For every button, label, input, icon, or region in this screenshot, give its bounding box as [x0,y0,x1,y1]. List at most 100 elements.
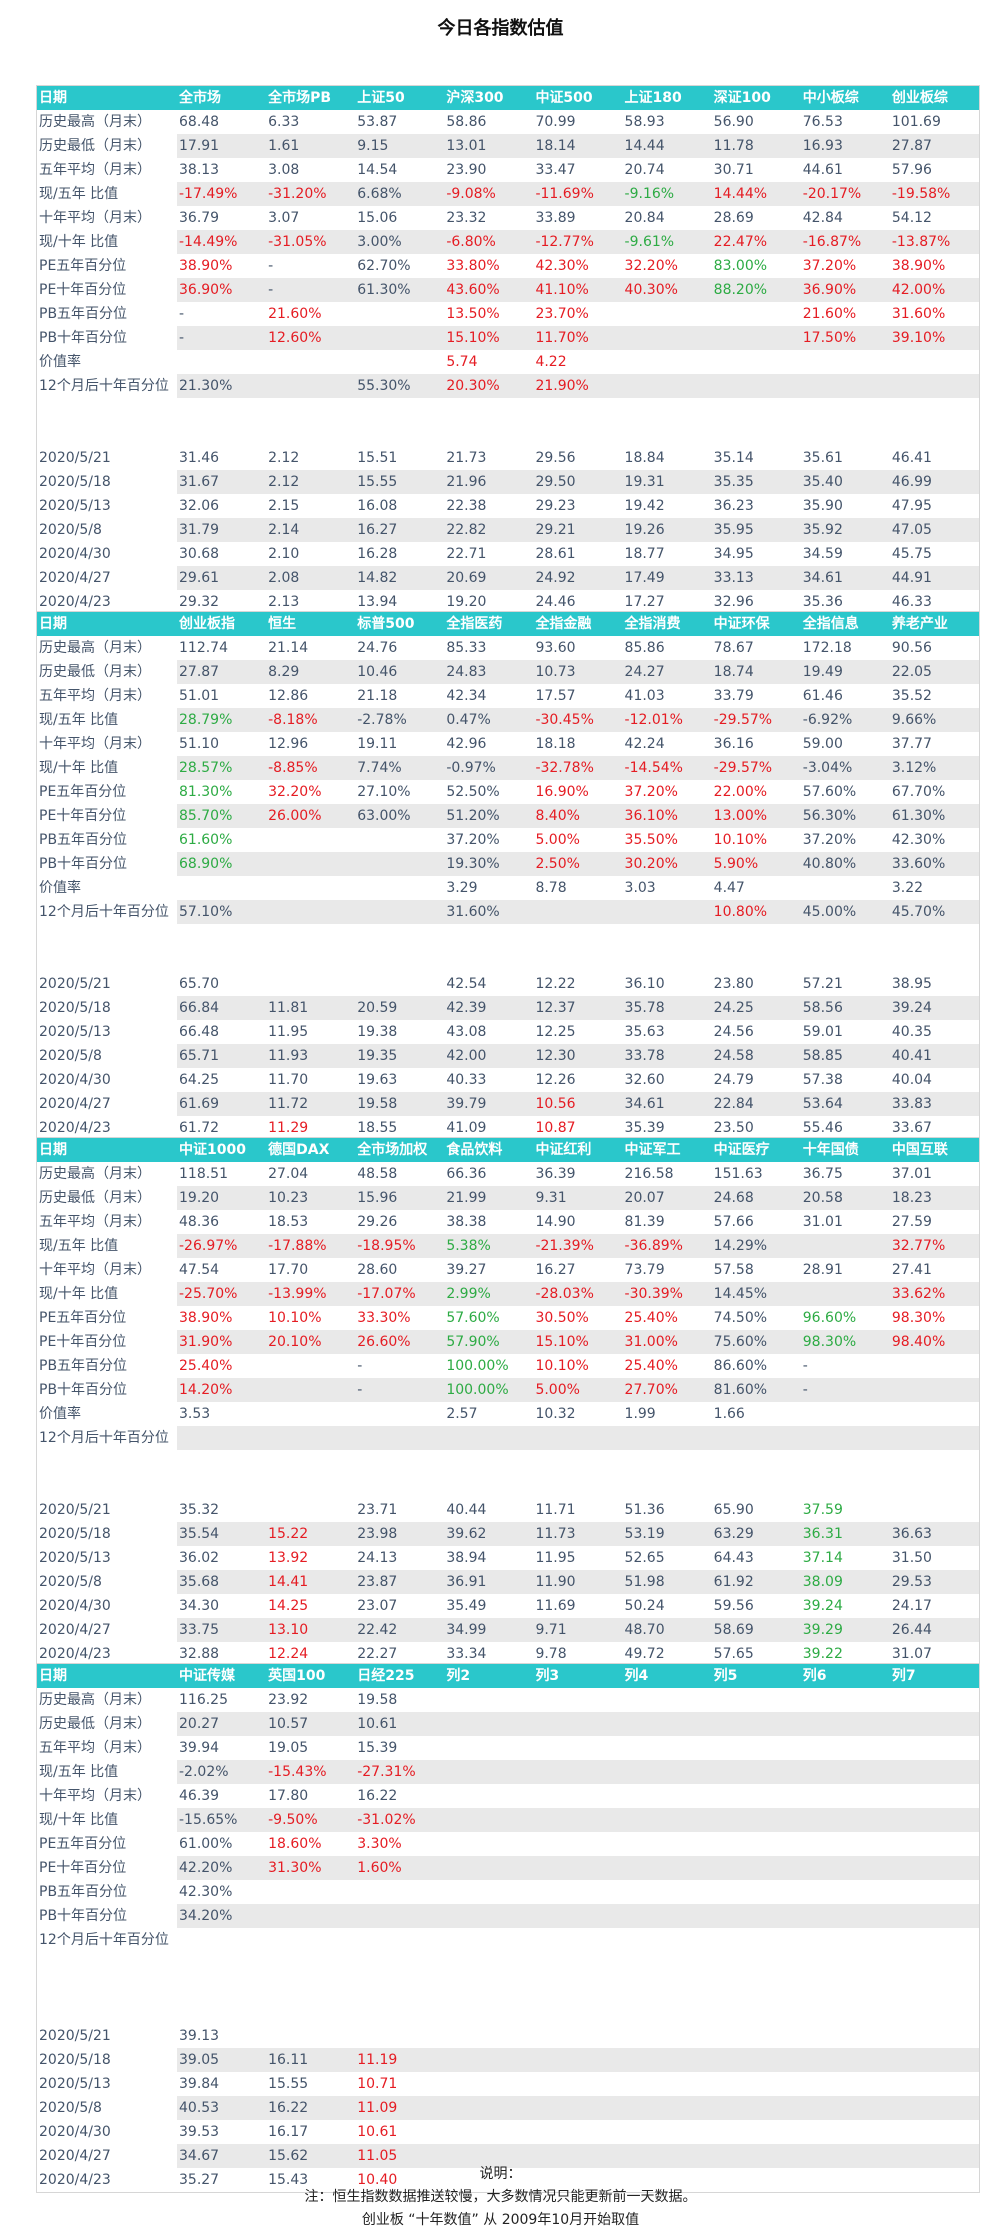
metric-row: PB十年百分位 34.20% [37,1904,979,1928]
notes: 说明： 注：恒生指数数据推送较慢，大多数情况只能更新前一天数据。 创业板 “十年… [0,2163,1001,2232]
metric-row: 价值率 5.74 4.22 [37,350,979,374]
table-cell: 10.87 [533,1116,623,1140]
table-cell: 3.07 [266,206,356,230]
table-cell [266,350,356,374]
metric-row: PB十年百分位 14.20% -100.00% 5.00% 27.70% 81.60% - [37,1378,979,1402]
table-cell: -27.31% [355,1760,445,1784]
table-cell: 35.49 [444,1594,534,1618]
table-cell: 2.99% [444,1282,534,1306]
table-cell: 3.12% [889,756,979,780]
table-cell: -15.43% [266,1760,356,1784]
table-cell [800,876,890,900]
table-cell: 15.43 [266,2168,356,2192]
date-row: 2020/4/30 30.68 2.10 16.28 22.71 28.61 18.77 34… [37,542,979,566]
table-cell: 33.47 [533,158,623,182]
table-cell: 15.22 [266,1522,356,1546]
table-cell: 6.68% [355,182,445,206]
metric-row: PE十年百分位 31.90% 20.10% 26.60% 57.90% 15.10% 31.… [37,1330,979,1354]
table-cell [711,1856,801,1880]
column-header: 全市场 [177,86,267,110]
spacer-row [37,1450,979,1474]
table-cell: 24.27 [622,660,712,684]
table-cell [533,900,623,924]
table-cell: -28.03% [533,1282,623,1306]
table-cell: 2.10 [266,542,356,566]
table-cell: 13.94 [355,590,445,614]
metric-row: 十年平均（月末） 46.39 17.80 16.22 [37,1784,979,1808]
table-cell [266,2024,356,2048]
column-header: 中证环保 [711,612,801,636]
table-cell: 21.14 [266,636,356,660]
row-label: PE十年百分位 [37,804,177,828]
table-cell: 1.61 [266,134,356,158]
table-cell: 24.76 [355,636,445,660]
table-cell: 33.13 [711,566,801,590]
table-cell: 31.01 [800,1210,890,1234]
table-cell: 28.57% [177,756,267,780]
column-header: 列3 [533,1664,623,1688]
table-cell: 19.26 [622,518,712,542]
valuation-table-2: 日期 创业板指 恒生 标普500 全指医药 全指金融 全指消费 中证环保 全指信息 养老产业 历史最… [36,611,980,1141]
table-cell: 10.40 [355,2168,445,2192]
date-row: 2020/5/13 32.06 2.15 16.08 22.38 29.23 19.42 36… [37,494,979,518]
table-cell: 5.00% [533,1378,623,1402]
table-cell: 31.00% [622,1330,712,1354]
table-cell: 20.58 [800,1186,890,1210]
table-cell: -19.58% [889,182,979,206]
metric-row: PB十年百分位 68.90% 19.30% 2.50% 30.20% 5.90% 40.80… [37,852,979,876]
row-label: 2020/4/23 [37,590,177,614]
table-cell: 35.90 [800,494,890,518]
table-cell [889,2096,979,2120]
row-label: 2020/5/8 [37,2096,177,2120]
table-cell: 151.63 [711,1162,801,1186]
table-cell [711,1688,801,1712]
metric-row: 现/十年 比值 -25.70% -13.99% -17.07% 2.99% -28.03%… [37,1282,979,1306]
table-cell: -17.07% [355,1282,445,1306]
table-cell: 21.90% [533,374,623,398]
table-cell: 100.00% [444,1378,534,1402]
table-cell [266,1880,356,1904]
row-label: PB五年百分位 [37,828,177,852]
table-cell: 85.33 [444,636,534,660]
table-cell: 36.39 [533,1162,623,1186]
table-cell: 18.84 [622,446,712,470]
table-cell: 33.79 [711,684,801,708]
table-cell: 67.70% [889,780,979,804]
header-row: 日期 全市场 全市场PB 上证50 沪深300 中证500 上证180 深证100 中小板综 创业… [37,86,979,110]
row-label: PB五年百分位 [37,1354,177,1378]
table-cell [800,2096,890,2120]
date-row: 2020/4/23 29.32 2.13 13.94 19.20 24.46 17.27 32… [37,590,979,614]
table-cell [800,1808,890,1832]
table-cell [800,2024,890,2048]
table-cell [889,374,979,398]
table-cell: 42.00 [444,1044,534,1068]
table-cell: 23.70% [533,302,623,326]
metric-row: 现/十年 比值 -15.65% -9.50% -31.02% [37,1808,979,1832]
table-cell: 118.51 [177,1162,267,1186]
table-cell: 29.32 [177,590,267,614]
table-cell [622,1712,712,1736]
table-cell: 81.39 [622,1210,712,1234]
table-cell: 18.14 [533,134,623,158]
metric-row: PE十年百分位 42.20% 31.30% 1.60% [37,1856,979,1880]
table-cell [711,1736,801,1760]
spacer-cell [37,398,979,422]
table-cell: 24.46 [533,590,623,614]
table-cell: 28.60 [355,1258,445,1282]
spacer-cell [37,422,979,446]
table-cell: 216.58 [622,1162,712,1186]
row-label: 2020/5/8 [37,1044,177,1068]
row-label: PE五年百分位 [37,1832,177,1856]
table-cell: 20.07 [622,1186,712,1210]
table-cell [266,1904,356,1928]
table-cell [889,1832,979,1856]
table-cell: 38.90% [177,254,267,278]
table-cell [444,2024,534,2048]
table-cell: 68.48 [177,110,267,134]
table-cell [800,1880,890,1904]
table-cell: -8.18% [266,708,356,732]
table-cell [622,2048,712,2072]
table-cell [533,1712,623,1736]
table-cell: 17.70 [266,1258,356,1282]
table-cell: 17.91 [177,134,267,158]
